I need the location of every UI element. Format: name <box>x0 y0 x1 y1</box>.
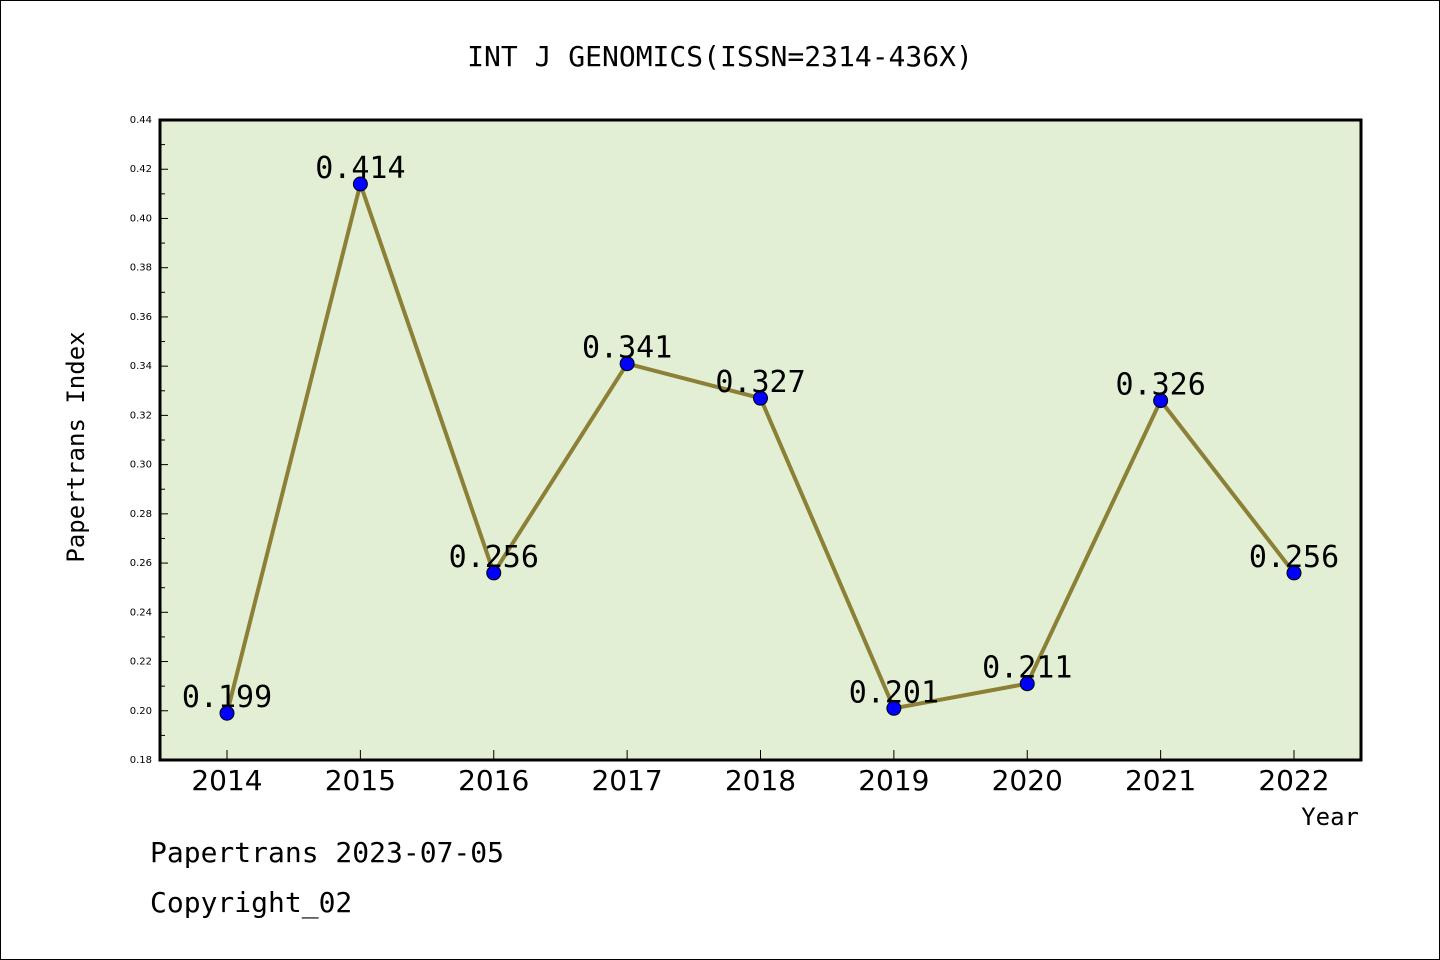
x-tick-label: 2019 <box>858 764 929 797</box>
data-point <box>352 176 368 192</box>
plot-area <box>158 118 1363 762</box>
y-tick-label: 0.42 <box>130 164 152 175</box>
chart-title: INT J GENOMICS(ISSN=2314-436X) <box>467 40 973 73</box>
x-axis-label: Year <box>1301 803 1359 831</box>
y-tick-label: 0.18 <box>130 755 152 766</box>
y-tick-label: 0.44 <box>130 115 152 126</box>
data-point <box>886 700 902 716</box>
y-tick-label: 0.22 <box>130 657 152 668</box>
y-axis: 0.18 0.20 0.22 0.24 0.26 0.28 0.30 0.32 0.34 0.36… <box>130 115 168 766</box>
x-tick-label: 2018 <box>725 764 796 797</box>
x-axis: 2014 2015 2016 2017 2018 2019 2020 2021 2022 <box>191 750 1330 797</box>
footer-date: Papertrans 2023-07-05 <box>150 836 505 869</box>
data-label: 0.201 <box>849 675 939 710</box>
data-label: 0.414 <box>315 151 405 186</box>
data-point <box>1286 565 1302 581</box>
y-tick-label: 0.34 <box>130 361 152 372</box>
y-tick-label: 0.40 <box>130 213 152 224</box>
data-point <box>1153 393 1169 409</box>
x-tick-label: 2021 <box>1125 764 1196 797</box>
x-tick-label: 2016 <box>458 764 529 797</box>
series-layer <box>219 176 1302 721</box>
y-tick-label: 0.30 <box>130 460 152 471</box>
footer-copyright: Copyright_02 <box>150 886 353 919</box>
y-tick-label: 0.20 <box>130 706 152 717</box>
x-tick-label: 2020 <box>992 764 1063 797</box>
data-point <box>219 705 235 721</box>
y-tick-label: 0.32 <box>130 410 152 421</box>
data-label: 0.256 <box>449 540 539 575</box>
x-tick-label: 2017 <box>591 764 662 797</box>
y-axis-label: Papertrans Index <box>62 331 90 562</box>
y-tick-label: 0.38 <box>130 263 152 274</box>
data-label: 0.211 <box>982 651 1072 686</box>
data-label: 0.256 <box>1249 540 1339 575</box>
data-labels: 0.199 0.414 0.256 0.341 0.327 0.201 0.211 0.326… <box>182 151 1339 715</box>
data-label: 0.327 <box>715 365 805 400</box>
y-tick-label: 0.26 <box>130 558 152 569</box>
y-tick-label: 0.24 <box>130 607 152 618</box>
data-point <box>619 356 635 372</box>
data-label: 0.326 <box>1115 368 1205 403</box>
x-tick-label: 2014 <box>191 764 262 797</box>
data-label: 0.199 <box>182 680 272 715</box>
data-point <box>1019 676 1035 692</box>
y-tick-label: 0.28 <box>130 509 152 520</box>
x-tick-label: 2022 <box>1258 764 1329 797</box>
data-point <box>753 390 768 406</box>
y-tick-label: 0.36 <box>130 312 152 323</box>
data-label: 0.341 <box>582 331 672 366</box>
x-tick-label: 2015 <box>325 764 396 797</box>
data-point <box>486 565 502 581</box>
